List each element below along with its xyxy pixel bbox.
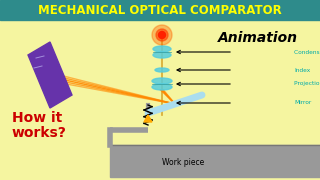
Ellipse shape xyxy=(155,68,169,72)
Bar xyxy=(110,145,320,177)
Ellipse shape xyxy=(152,78,172,84)
Text: Index: Index xyxy=(294,68,310,73)
Text: works?: works? xyxy=(12,126,67,140)
Text: Condenser lens: Condenser lens xyxy=(294,50,320,55)
Text: Mirror: Mirror xyxy=(294,100,311,105)
Text: How it: How it xyxy=(12,111,62,125)
Text: Work piece: Work piece xyxy=(162,158,204,167)
Polygon shape xyxy=(28,42,72,108)
Text: MECHANICAL OPTICAL COMPARATOR: MECHANICAL OPTICAL COMPARATOR xyxy=(38,3,282,17)
Polygon shape xyxy=(144,115,152,122)
Ellipse shape xyxy=(153,52,171,58)
Bar xyxy=(0,0,320,20)
Ellipse shape xyxy=(153,46,171,52)
Text: Animation: Animation xyxy=(218,31,298,45)
Circle shape xyxy=(152,25,172,45)
Circle shape xyxy=(158,31,165,39)
Ellipse shape xyxy=(152,84,172,90)
Text: Projection lens: Projection lens xyxy=(294,82,320,87)
Circle shape xyxy=(156,29,168,41)
